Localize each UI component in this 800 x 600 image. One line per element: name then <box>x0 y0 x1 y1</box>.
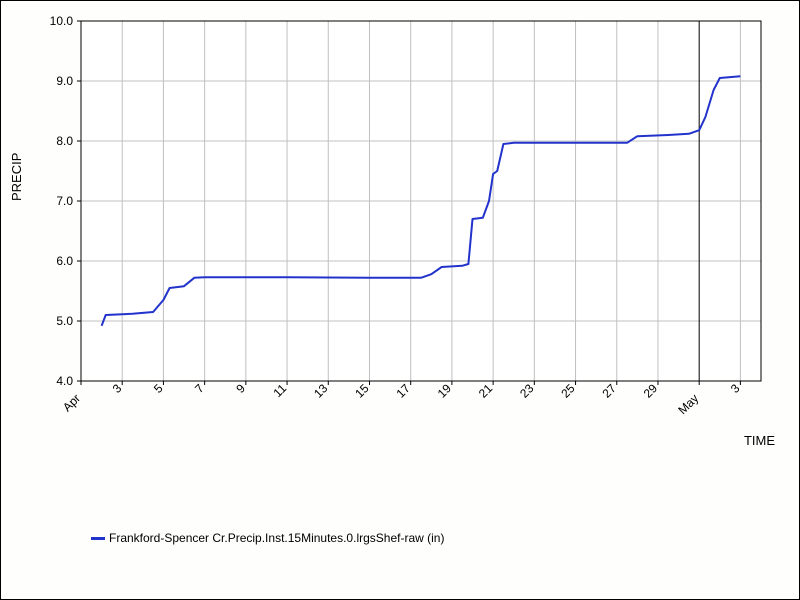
svg-text:15: 15 <box>352 381 372 401</box>
svg-text:5.0: 5.0 <box>56 314 73 328</box>
svg-text:10.0: 10.0 <box>50 14 74 28</box>
svg-text:7.0: 7.0 <box>56 194 73 208</box>
svg-text:Apr: Apr <box>60 391 83 414</box>
legend-swatch <box>91 537 105 540</box>
svg-text:29: 29 <box>641 381 661 401</box>
svg-text:13: 13 <box>311 381 331 401</box>
svg-text:6.0: 6.0 <box>56 254 73 268</box>
svg-text:27: 27 <box>600 381 620 401</box>
legend: Frankford-Spencer Cr.Precip.Inst.15Minut… <box>91 531 444 545</box>
svg-text:21: 21 <box>476 381 496 401</box>
svg-text:4.0: 4.0 <box>56 374 73 388</box>
y-axis-label: PRECIP <box>9 153 24 201</box>
svg-text:17: 17 <box>393 381 413 401</box>
chart-svg: 4.05.06.07.08.09.010.0357911131517192123… <box>1 1 800 471</box>
svg-text:9.0: 9.0 <box>56 74 73 88</box>
svg-text:23: 23 <box>517 381 537 401</box>
svg-text:25: 25 <box>558 381 578 401</box>
svg-text:8.0: 8.0 <box>56 134 73 148</box>
svg-text:May: May <box>675 391 701 417</box>
legend-label: Frankford-Spencer Cr.Precip.Inst.15Minut… <box>109 531 444 545</box>
x-axis-label: TIME <box>744 433 775 448</box>
svg-text:19: 19 <box>435 381 455 401</box>
chart-container: PRECIP TIME 4.05.06.07.08.09.010.0357911… <box>0 0 800 600</box>
